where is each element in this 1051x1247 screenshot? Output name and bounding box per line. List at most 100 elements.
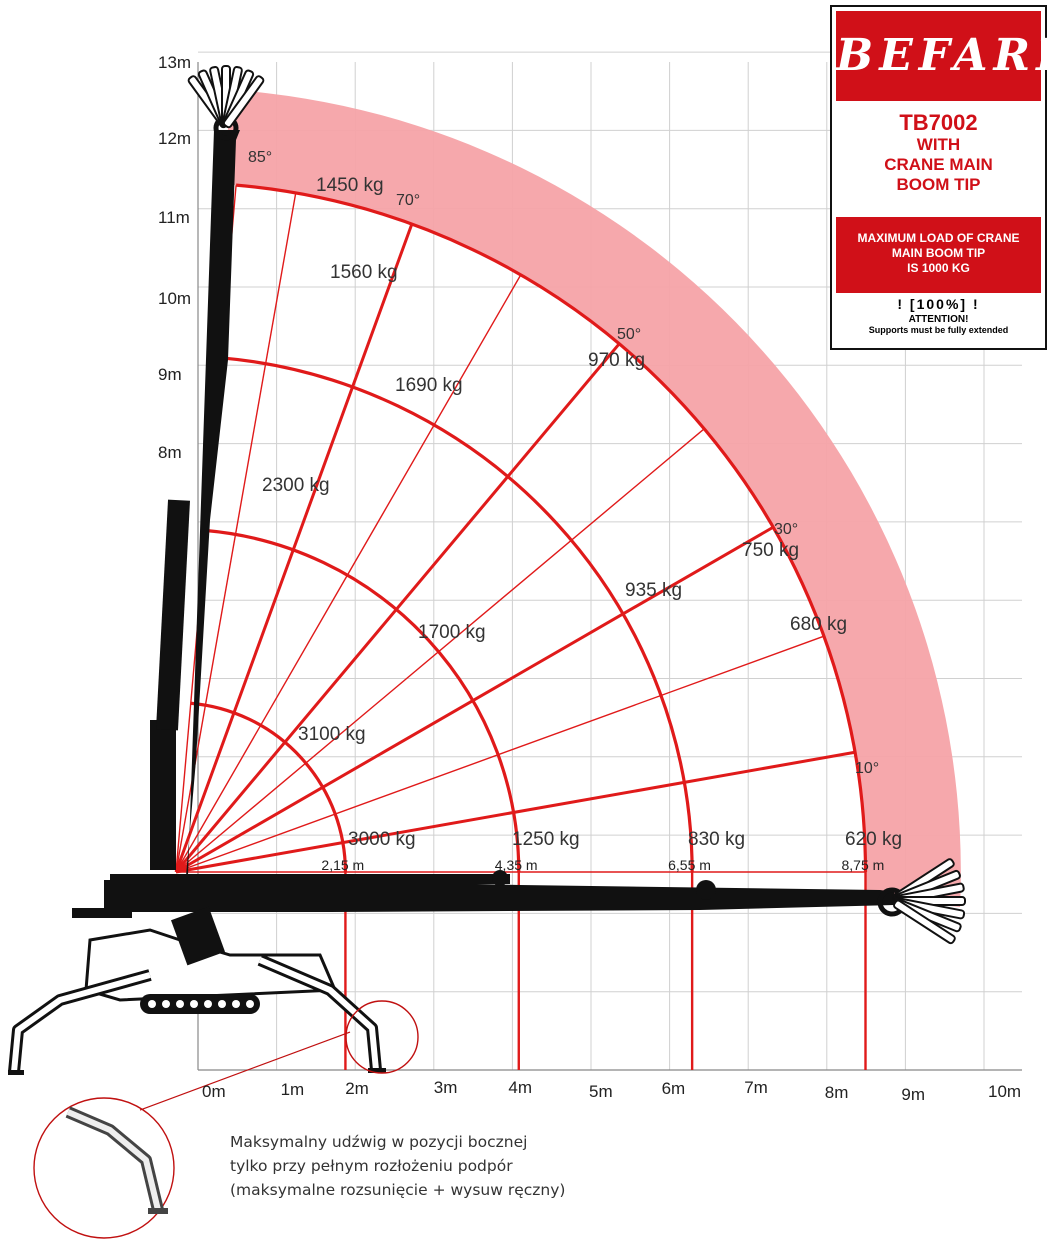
x-tick-label: 6m — [662, 1079, 686, 1098]
max-reach-band — [224, 89, 961, 908]
boom-pivot — [170, 906, 226, 966]
angle-label: 30° — [774, 521, 798, 538]
load-label: 1700 kg — [418, 622, 486, 643]
load-label: 1560 kg — [330, 262, 398, 283]
angle-line — [175, 750, 856, 874]
model-line-4: BOOM TIP — [896, 175, 981, 194]
model-line-2: WITH — [916, 135, 961, 154]
vertical-boom — [176, 130, 240, 876]
detail-outrigger-inner — [66, 1109, 161, 1211]
track-wheel — [218, 1000, 226, 1008]
load-label: 1250 kg — [512, 829, 580, 850]
radius-arc — [205, 528, 521, 873]
x-tick-label: 5m — [589, 1082, 613, 1101]
left-outrigger-inner — [11, 972, 151, 1073]
horizontal-cylinder — [110, 874, 510, 884]
x-tick-label: 2m — [345, 1079, 369, 1098]
right-outrigger-inner — [258, 957, 379, 1071]
angle-line — [175, 428, 705, 873]
y-tick-label: 11m — [158, 208, 190, 227]
radius-label: 6,55 m — [668, 857, 711, 873]
y-tick-label: 13m — [158, 53, 191, 72]
outrigger-warning-icon: ! [100%] ! — [897, 296, 980, 312]
angle-label: 10° — [855, 760, 879, 777]
radius-arc — [220, 356, 694, 873]
angle-label: 70° — [396, 192, 420, 209]
detail-circle-small — [345, 1000, 419, 1074]
brand-logo: BEFARD — [836, 11, 1051, 101]
detail-foot — [148, 1208, 168, 1214]
load-label: 680 kg — [790, 614, 847, 635]
load-label: 3000 kg — [348, 829, 416, 850]
radius-label: 8,75 m — [842, 857, 885, 873]
boom-cylinder-upper — [155, 499, 191, 731]
track-wheel — [162, 1000, 170, 1008]
x-tick-label: 8m — [825, 1083, 849, 1102]
side-load-note: Maksymalny udźwig w pozycji bocznej tylk… — [230, 1130, 650, 1202]
max-load-line-1: MAXIMUM LOAD OF CRANE — [857, 231, 1020, 245]
x-tick-label: 10m — [988, 1082, 1021, 1101]
y-tick-label: 9m — [158, 365, 182, 384]
x-tick-label: 3m — [434, 1078, 458, 1097]
max-load-line-3: IS 1000 KG — [907, 261, 970, 275]
x-tick-label: 4m — [508, 1078, 532, 1097]
track — [140, 994, 260, 1014]
detail-connector — [139, 1031, 351, 1111]
attention-label: ATTENTION! — [908, 314, 969, 325]
x-tick-label: 7m — [744, 1078, 768, 1097]
x-tick-label: 9m — [901, 1085, 925, 1104]
track-wheel — [246, 1000, 254, 1008]
angle-label: 85° — [248, 149, 272, 166]
radius-arc — [235, 183, 868, 873]
y-tick-label: 10m — [158, 289, 191, 308]
note-line-1: Maksymalny udźwig w pozycji bocznej — [230, 1133, 528, 1151]
warning-block: ! [100%] ! ATTENTION! Supports must be f… — [836, 296, 1041, 335]
model-name: TB7002 — [899, 110, 978, 135]
y-tick-label: 8m — [158, 443, 182, 462]
track-wheel — [176, 1000, 184, 1008]
radius-curves — [190, 183, 868, 1070]
reach-band-shape — [224, 89, 961, 908]
track-wheel — [232, 1000, 240, 1008]
model-title: TB7002 WITH CRANE MAIN BOOM TIP — [836, 111, 1041, 195]
track-wheel — [190, 1000, 198, 1008]
detail-circle-large — [33, 1097, 175, 1239]
load-label: 2300 kg — [262, 475, 330, 496]
load-label: 970 kg — [588, 350, 645, 371]
chart-labels: 0m 1m 2m 3m 4m 5m 6m 7m 8m 9m 10m 13m 12m 11m 10m 9m 8m 2… — [158, 53, 1021, 1104]
radius-label: 4,35 m — [495, 857, 538, 873]
load-label: 3100 kg — [298, 724, 366, 745]
model-line-3: CRANE MAIN — [884, 155, 993, 174]
radius-label: 2,15 m — [321, 857, 364, 873]
side-tip-section — [893, 899, 956, 945]
boom-cylinder — [150, 720, 176, 870]
angle-line — [175, 635, 825, 873]
max-load-box: MAXIMUM LOAD OF CRANE MAIN BOOM TIP IS 1… — [836, 217, 1041, 293]
max-load-line-2: MAIN BOOM TIP — [891, 246, 986, 260]
radius-arc — [190, 701, 348, 873]
load-label: 935 kg — [625, 580, 682, 601]
angle-line — [174, 342, 621, 873]
note-line-2: tylko przy pełnym rozłożeniu podpór — [230, 1157, 513, 1175]
crane-machine — [8, 65, 966, 1239]
boom-tip-section — [222, 75, 265, 129]
load-label: 830 kg — [688, 829, 745, 850]
track-wheel — [148, 1000, 156, 1008]
x-tick-label: 1m — [281, 1080, 305, 1099]
load-label: 1450 kg — [316, 175, 384, 196]
note-line-3: (maksymalne rozsunięcie + wysuw ręczny) — [230, 1181, 566, 1199]
supports-label: Supports must be fully extended — [868, 325, 1009, 335]
angle-line — [175, 525, 774, 874]
x-tick-label: 0m — [202, 1082, 226, 1101]
base-bumper — [72, 908, 132, 918]
right-foot — [368, 1068, 386, 1073]
boom-joint — [696, 880, 716, 900]
angle-line — [174, 223, 414, 873]
cylinder-joint — [492, 870, 508, 886]
angle-label: 50° — [617, 326, 641, 343]
load-label: 620 kg — [845, 829, 902, 850]
y-tick-label: 12m — [158, 129, 191, 148]
angle-lines — [174, 185, 866, 874]
load-label: 750 kg — [742, 540, 799, 561]
angle-line — [175, 274, 522, 873]
